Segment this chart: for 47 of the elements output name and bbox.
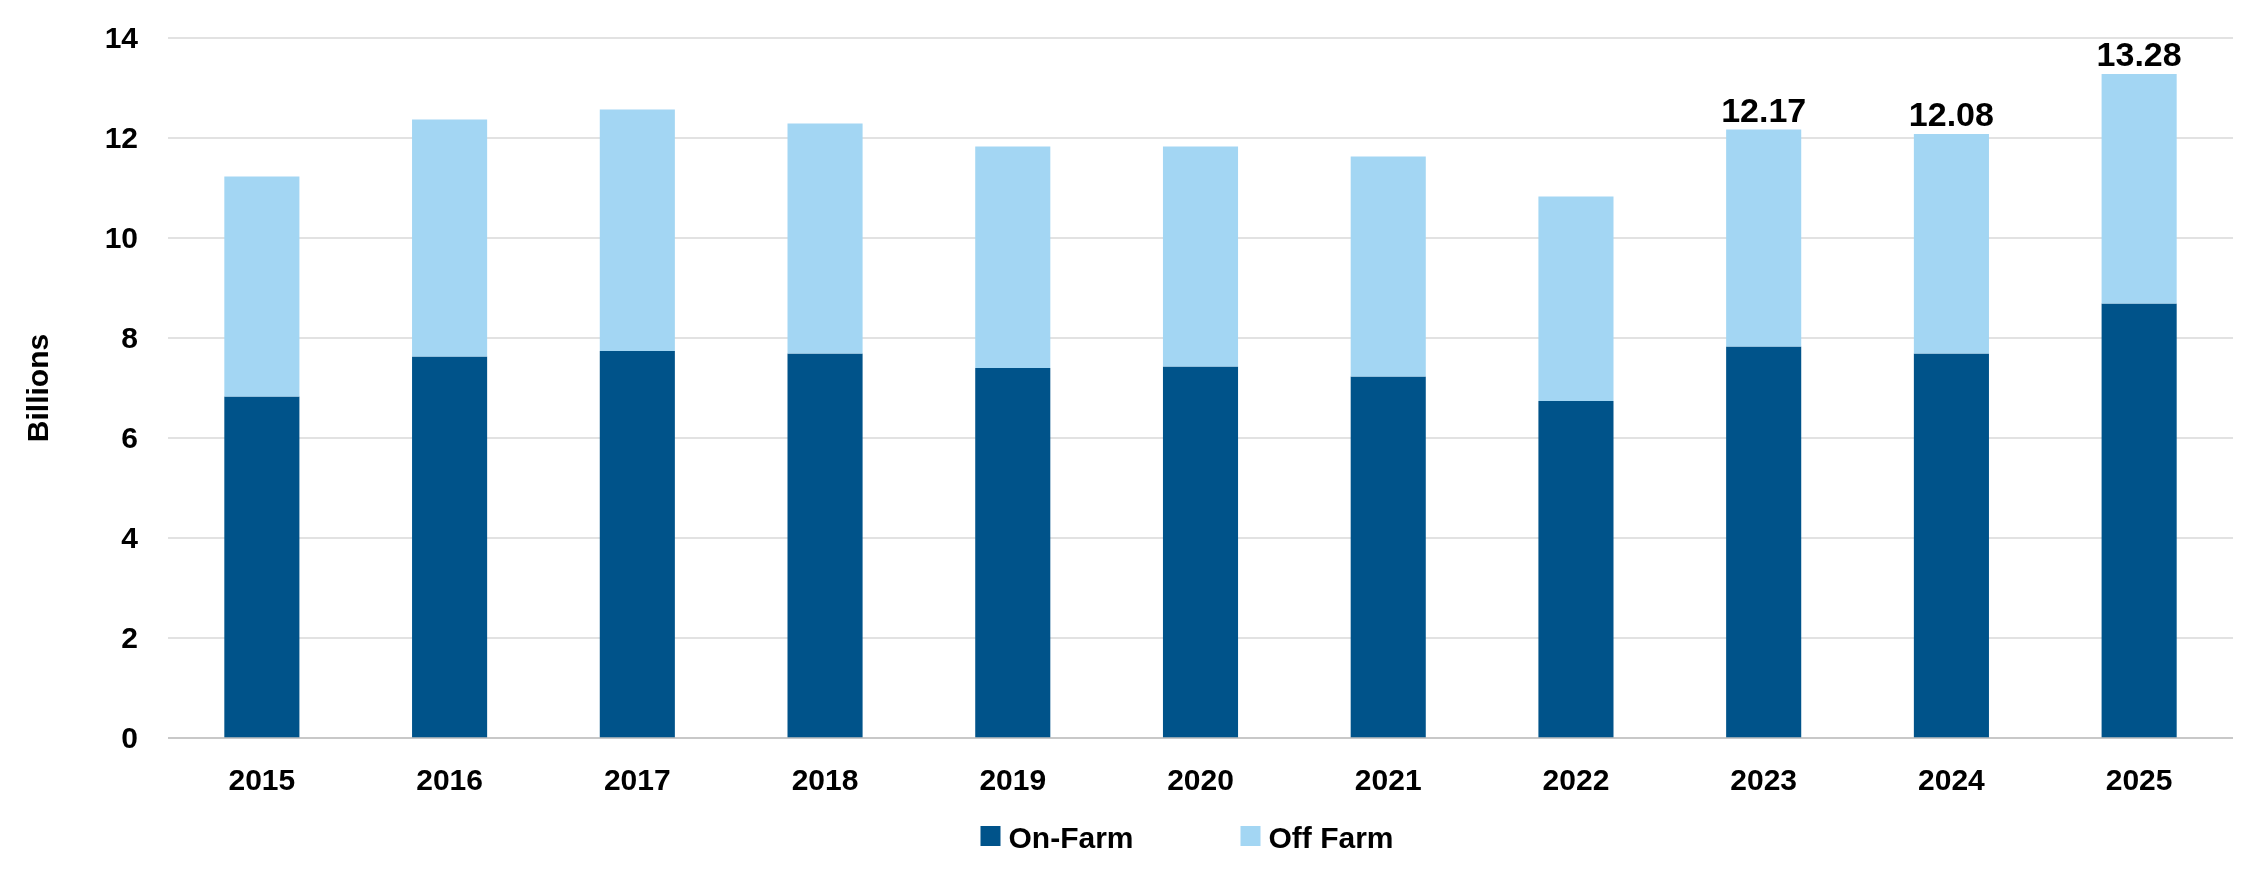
bar <box>1350 156 1426 377</box>
bar <box>1162 366 1239 738</box>
bar <box>975 146 1051 368</box>
bar <box>1726 129 1802 347</box>
bar <box>1913 134 1989 354</box>
total-label: 13.28 <box>2096 35 2182 73</box>
bar <box>412 119 488 357</box>
bar <box>1726 346 1802 738</box>
bar <box>224 176 300 397</box>
bar <box>975 368 1051 738</box>
x-tick-label: 2021 <box>1354 763 1422 796</box>
bar <box>599 109 675 351</box>
bar <box>1913 353 1989 738</box>
bar <box>2101 74 2177 304</box>
x-tick-label: 2017 <box>603 763 671 796</box>
y-tick-label: 14 <box>104 21 139 54</box>
bar <box>1538 401 1614 738</box>
x-tick-label: 2022 <box>1542 763 1610 796</box>
total-label: 12.08 <box>1908 95 1994 133</box>
total-label: 12.17 <box>1721 90 1807 129</box>
bar <box>224 396 300 738</box>
x-tick-label: 2024 <box>1918 763 1986 796</box>
x-tick-label: 2015 <box>228 763 296 796</box>
y-tick-label: 8 <box>121 321 138 354</box>
bar <box>412 356 488 738</box>
bar <box>599 351 675 738</box>
y-tick-label: 12 <box>104 121 138 154</box>
x-tick-label: 2016 <box>416 763 483 796</box>
bar <box>1162 146 1239 367</box>
bar <box>787 123 863 354</box>
bar <box>1350 376 1426 738</box>
x-tick-label: 2025 <box>2105 763 2173 796</box>
y-axis-title: Billions <box>21 333 54 443</box>
y-tick-label: 2 <box>121 621 138 654</box>
x-tick-label: 2018 <box>791 763 859 796</box>
legend-label: Off Farm <box>1268 821 1394 854</box>
legend-label: On-Farm <box>1008 821 1134 854</box>
y-tick-label: 4 <box>121 521 139 554</box>
x-tick-label: 2023 <box>1730 763 1798 796</box>
y-tick-label: 6 <box>121 421 138 454</box>
bar <box>787 353 863 738</box>
y-tick-label: 10 <box>104 221 138 254</box>
bar <box>1538 196 1614 401</box>
x-tick-label: 2020 <box>1167 763 1234 796</box>
y-tick-label: 0 <box>121 721 138 754</box>
x-tick-label: 2019 <box>979 763 1047 796</box>
bar <box>2101 303 2177 738</box>
